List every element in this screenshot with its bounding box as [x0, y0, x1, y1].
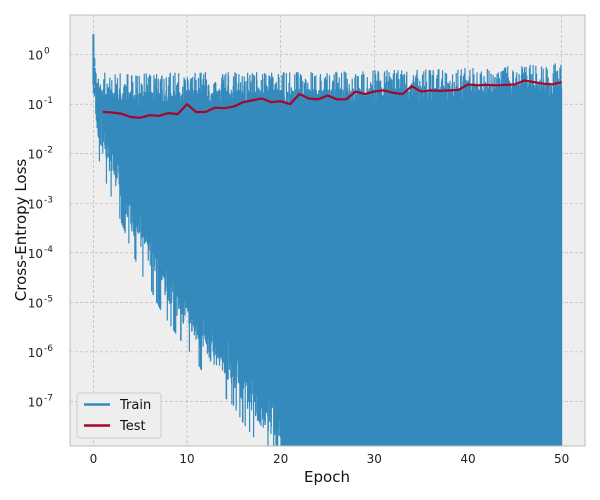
plot-frame [69, 14, 586, 447]
y-tick-exponent: -5 [44, 294, 53, 304]
y-tick-exponent: -7 [44, 393, 53, 403]
test-loss-line [102, 79, 562, 119]
x-tick-label: 50 [554, 452, 569, 466]
legend-label-train: Train [119, 398, 151, 413]
y-tick-exponent: -1 [44, 96, 53, 106]
y-tick-label: 10 [28, 247, 43, 261]
legend-label-test: Test [119, 419, 146, 434]
x-tick-label: 40 [460, 452, 475, 466]
y-tick-label: 10 [28, 296, 43, 310]
y-tick-exponent: 0 [44, 47, 50, 57]
x-tick-label: 0 [90, 452, 98, 466]
x-axis-label: Epoch [304, 468, 350, 486]
y-tick-exponent: -2 [44, 146, 53, 156]
y-axis-label: Cross-Entropy Loss [12, 159, 30, 302]
y-tick-exponent: -3 [44, 195, 53, 205]
legend: Train Test [76, 392, 162, 439]
y-tick-label: 10 [28, 395, 43, 409]
data-area [92, 34, 563, 446]
x-tick-label: 30 [367, 452, 382, 466]
y-tick-label: 10 [28, 98, 43, 112]
y-tick-label: 10 [28, 49, 43, 63]
y-tick-exponent: -6 [44, 344, 53, 354]
x-tick-label: 20 [273, 452, 288, 466]
y-tick-label: 10 [28, 346, 43, 360]
x-tick-label: 10 [179, 452, 194, 466]
y-tick-label: 10 [28, 197, 43, 211]
y-tick-exponent: -4 [44, 245, 53, 255]
y-tick-label: 10 [28, 148, 43, 162]
